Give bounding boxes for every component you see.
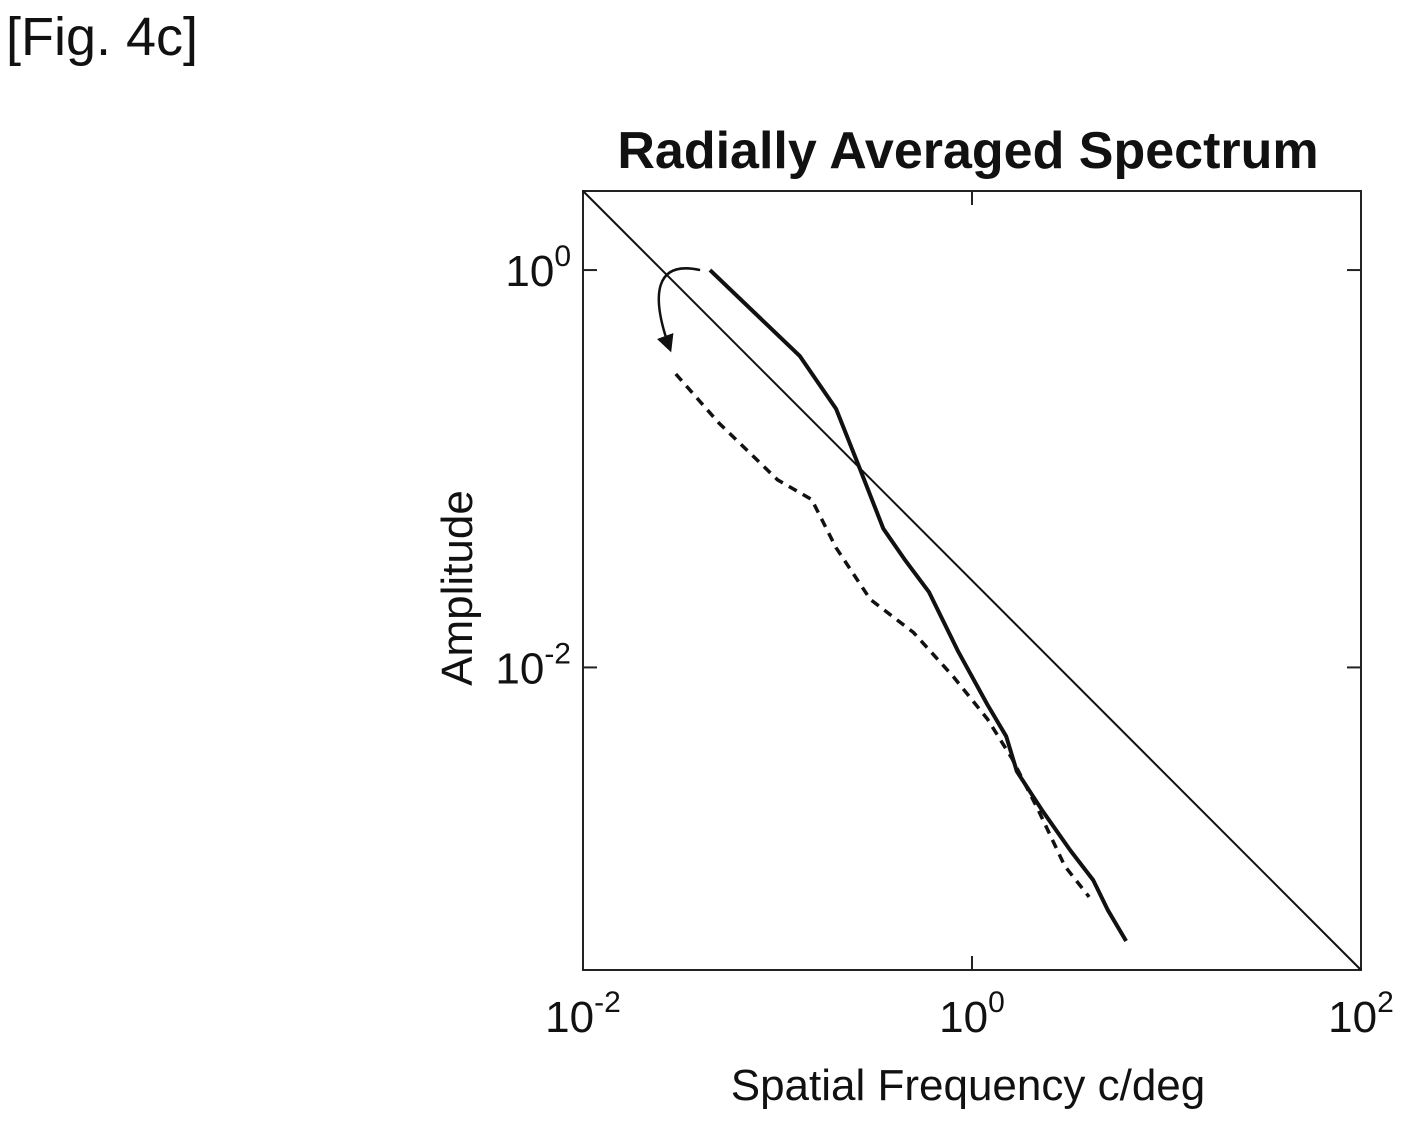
figure-label: [Fig. 4c] — [6, 7, 199, 67]
y-tick-label-1: 10-2 — [495, 637, 571, 693]
x-tick-label-2: 102 — [1328, 986, 1394, 1042]
series-group — [582, 190, 1362, 971]
chart-title: Radially Averaged Spectrum — [617, 122, 1318, 180]
axis-ticks — [582, 191, 1362, 970]
tick-labels: 10-2 100 102 100 10-2 — [495, 240, 1393, 1042]
y-tick-label-0: 100 — [505, 240, 571, 296]
x-axis-label: Spatial Frequency c/deg — [731, 1061, 1206, 1110]
y-axis-label: Amplitude — [433, 490, 482, 686]
series-line-1 — [708, 268, 1128, 943]
series-line-0 — [582, 190, 1362, 971]
x-tick-label-1: 100 — [939, 986, 1005, 1042]
series-line-2 — [674, 372, 1091, 898]
x-tick-label-0: 10-2 — [545, 986, 621, 1042]
curved-arrow-annotation — [656, 267, 701, 353]
